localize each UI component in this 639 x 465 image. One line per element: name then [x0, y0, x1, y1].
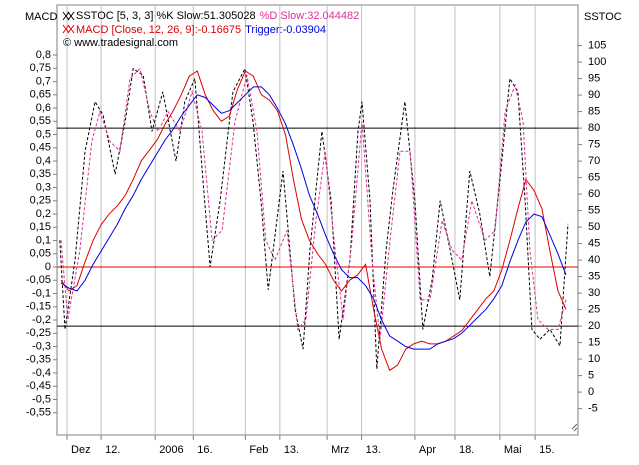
grid [57, 5, 578, 435]
y-tick-label: 0,7 [36, 75, 51, 87]
y-tick-label: -0,45 [26, 380, 51, 392]
y2-tick-label: 80 [588, 122, 600, 134]
x-tick-label: Mai [504, 444, 522, 456]
y2-tick-label: 55 [588, 205, 600, 217]
x-tick-label: Apr [419, 444, 436, 456]
x-tick-label: 15. [539, 444, 554, 456]
y2-tick-label: -5 [588, 403, 598, 415]
x-tick-label: 12. [105, 444, 120, 456]
y2-tick-label: 90 [588, 89, 600, 101]
y2-tick-label: 40 [588, 254, 600, 266]
y-tick-label: 0,45 [30, 142, 51, 154]
y-tick-label: 0,4 [36, 155, 51, 167]
y2-axis-label: SSTOC [584, 11, 622, 23]
y-tick-label: 0,75 [30, 62, 51, 74]
legend-entry: MACD [Close, 12, 26, 9]:-0.16675 [76, 24, 241, 36]
x-tick-label: 2006 [159, 444, 183, 456]
y-tick-label: 0,3 [36, 181, 51, 193]
y-tick-label: -0,55 [26, 407, 51, 419]
y-tick-label: -0,1 [32, 287, 51, 299]
legend-entry: SSTOC [5, 3, 3] %K Slow:51.305028 [76, 10, 256, 22]
y-tick-label: 0,2 [36, 208, 51, 220]
y2-tick-label: 75 [588, 138, 600, 150]
y-tick-label: -0,4 [32, 367, 51, 379]
y2-tick-label: 5 [588, 370, 594, 382]
x-tick-label: 13. [284, 444, 299, 456]
y-tick-label: 0,65 [30, 89, 51, 101]
y-tick-label: 0,15 [30, 221, 51, 233]
y2-tick-label: 105 [588, 39, 606, 51]
y2-tick-label: 15 [588, 337, 600, 349]
y2-tick-label: 45 [588, 238, 600, 250]
y2-tick-label: 85 [588, 105, 600, 117]
y-tick-label: -0,25 [26, 327, 51, 339]
y-tick-label: 0,5 [36, 128, 51, 140]
legend-entry: Trigger:-0.03904 [245, 24, 326, 36]
y-tick-label: -0,3 [32, 340, 51, 352]
legend-entry: %D Slow:32.044482 [260, 10, 360, 22]
legend-icon [62, 11, 75, 34]
y-axis-label: MACD [25, 11, 57, 23]
y2-tick-label: 0 [588, 386, 594, 398]
resize-grip [571, 423, 578, 432]
series-lines [59, 67, 569, 372]
y-tick-label: 0,25 [30, 195, 51, 207]
y-tick-label: 0,8 [36, 49, 51, 61]
series-line [60, 86, 567, 350]
y-tick-label: 0,6 [36, 102, 51, 114]
y-tick-label: 0 [45, 261, 51, 273]
x-tick-label: 13. [366, 444, 381, 456]
x-tick-label: 16. [197, 444, 212, 456]
y-tick-label: 0,35 [30, 168, 51, 180]
y2-tick-label: 35 [588, 271, 600, 283]
y-tick-label: 0,55 [30, 115, 51, 127]
x-tick-label: Mrz [331, 444, 349, 456]
y-tick-label: -0,2 [32, 314, 51, 326]
x-tick-label: 18. [459, 444, 474, 456]
y2-tick-label: 25 [588, 304, 600, 316]
y2-tick-label: 70 [588, 155, 600, 167]
source: © www.tradesignal.com [63, 37, 178, 49]
series-line [60, 67, 567, 340]
y2-tick-label: 95 [588, 72, 600, 84]
y2-tick-label: 20 [588, 320, 600, 332]
y-tick-label: 0,1 [36, 234, 51, 246]
y-tick-label: -0,15 [26, 301, 51, 313]
y2-tick-label: 100 [588, 56, 606, 68]
y-tick-label: -0,5 [32, 393, 51, 405]
y-tick-label: -0,35 [26, 354, 51, 366]
x-tick-label: Dez [71, 444, 91, 456]
y2-tick-label: 50 [588, 221, 600, 233]
y2-tick-label: 10 [588, 353, 600, 365]
y-tick-label: 0,05 [30, 248, 51, 260]
y2-tick-label: 30 [588, 287, 600, 299]
y2-tick-label: 60 [588, 188, 600, 200]
y-tick-label: -0,05 [26, 274, 51, 286]
y2-tick-label: 65 [588, 172, 600, 184]
x-tick-label: Feb [249, 444, 268, 456]
series-line [60, 70, 567, 372]
